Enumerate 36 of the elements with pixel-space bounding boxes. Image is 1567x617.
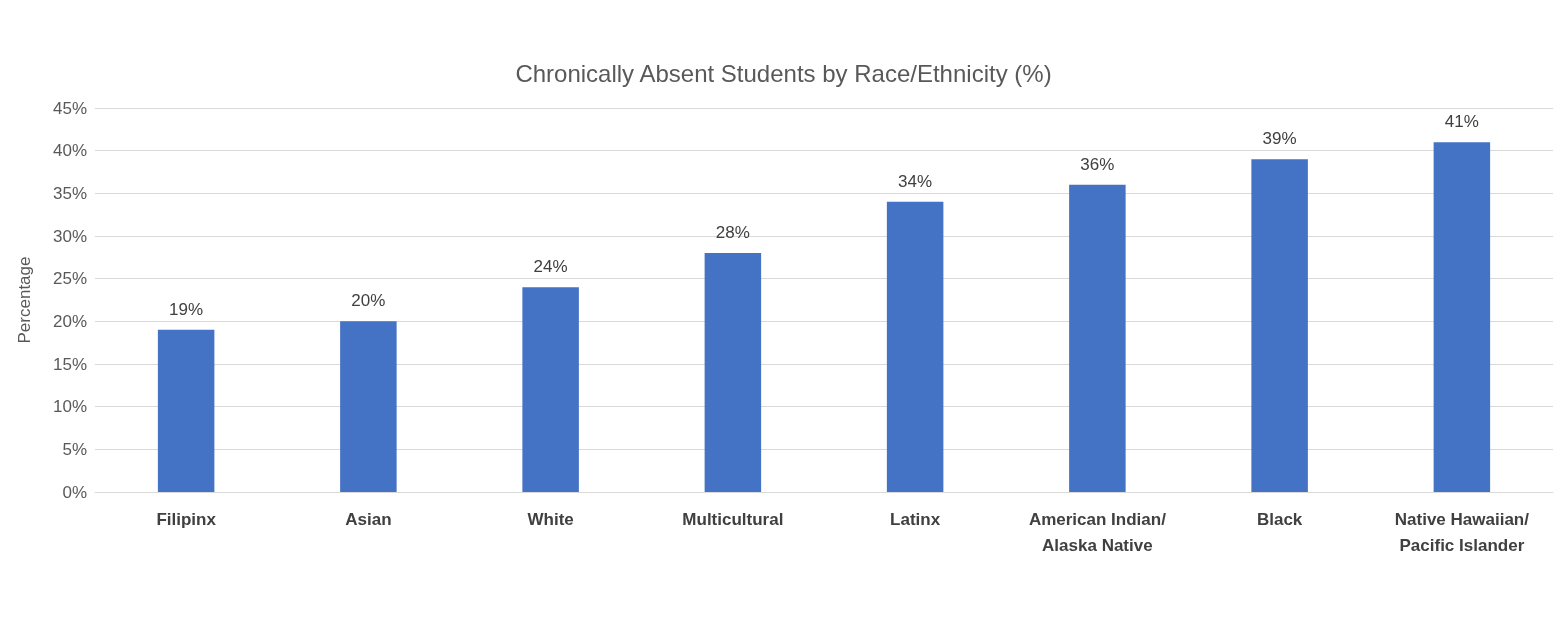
x-tick-label: Latinx	[890, 509, 941, 529]
data-label: 36%	[1080, 154, 1115, 174]
y-tick-label: 45%	[52, 98, 87, 118]
data-label: 39%	[1262, 129, 1297, 149]
data-label: 24%	[533, 257, 568, 277]
x-tick-label: White	[527, 509, 574, 529]
y-tick-label: 0%	[62, 482, 87, 502]
bar	[340, 321, 397, 492]
data-label: 19%	[169, 299, 204, 319]
y-tick-label: 35%	[52, 183, 87, 203]
chart-title: Chronically Absent Students by Race/Ethnicity (%)	[515, 59, 1052, 87]
data-label: 41%	[1444, 112, 1479, 132]
data-label: 20%	[351, 291, 386, 311]
x-tick-label: Black	[1256, 509, 1303, 529]
y-tick-label: 25%	[52, 269, 87, 289]
x-tick-label: American Indian/Alaska Native	[1028, 509, 1167, 555]
y-axis-title: Percentage	[15, 256, 34, 344]
bar	[157, 329, 215, 492]
bar	[1069, 184, 1126, 492]
bar	[522, 287, 579, 492]
x-tick-label: Multicultural	[682, 509, 784, 529]
bar	[886, 201, 944, 492]
y-tick-label: 30%	[52, 226, 87, 246]
bar	[704, 253, 762, 492]
y-tick-label: 20%	[52, 311, 87, 331]
data-label: 34%	[898, 171, 933, 191]
y-tick-label: 10%	[52, 397, 87, 417]
x-tick-label: Asian	[345, 509, 392, 529]
y-tick-label: 5%	[62, 439, 87, 459]
bar	[1433, 142, 1491, 492]
y-tick-label: 15%	[52, 354, 87, 374]
x-tick-label: Filipinx	[156, 509, 217, 529]
bar	[1251, 159, 1308, 492]
data-label: 28%	[715, 223, 750, 243]
y-tick-label: 40%	[52, 141, 87, 161]
x-tick-label: Native Hawaiian/Pacific Islander	[1394, 509, 1530, 555]
